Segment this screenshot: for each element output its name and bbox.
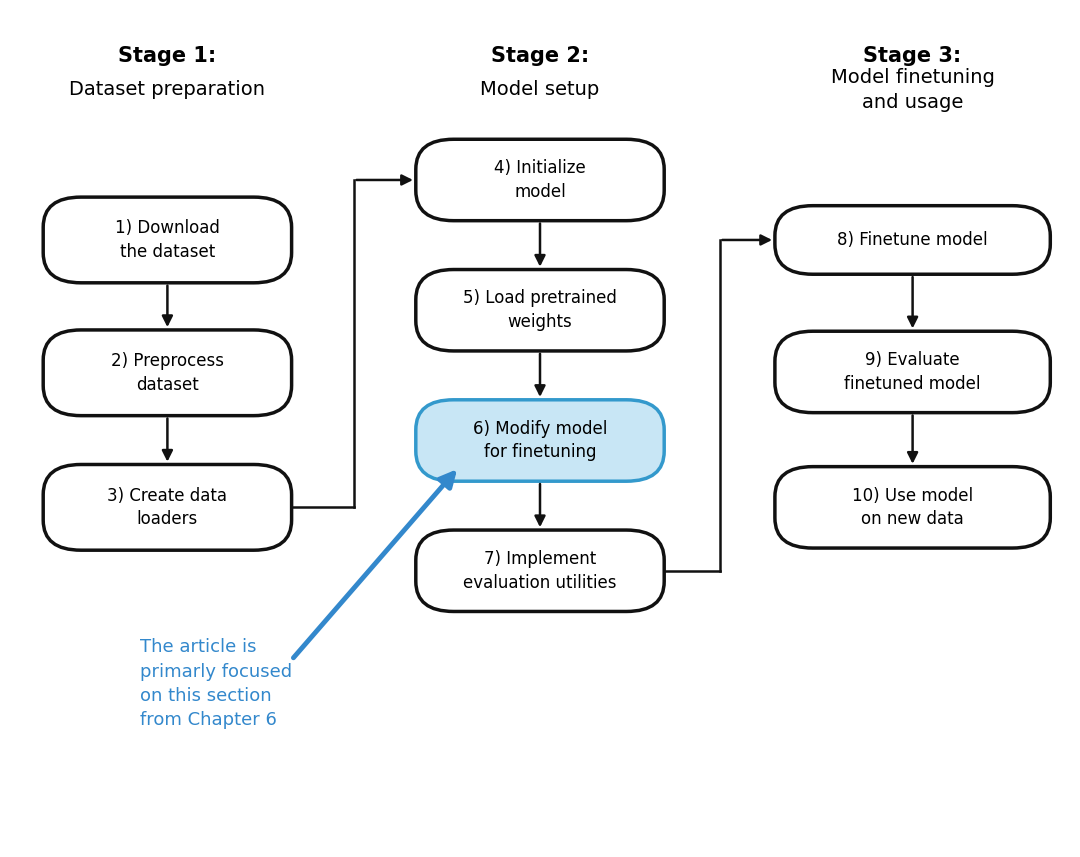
Text: Stage 1:: Stage 1:	[119, 45, 216, 66]
FancyBboxPatch shape	[775, 466, 1050, 548]
FancyBboxPatch shape	[775, 206, 1050, 274]
FancyBboxPatch shape	[416, 399, 664, 482]
Text: 9) Evaluate
finetuned model: 9) Evaluate finetuned model	[845, 351, 981, 393]
FancyBboxPatch shape	[43, 464, 292, 550]
FancyBboxPatch shape	[43, 197, 292, 283]
Text: 5) Load pretrained
weights: 5) Load pretrained weights	[463, 290, 617, 331]
FancyBboxPatch shape	[416, 530, 664, 612]
Text: Model setup: Model setup	[481, 81, 599, 99]
Text: 10) Use model
on new data: 10) Use model on new data	[852, 487, 973, 528]
Text: Stage 3:: Stage 3:	[864, 45, 961, 66]
Text: 1) Download
the dataset: 1) Download the dataset	[114, 219, 220, 261]
Text: The article is
primarly focused
on this section
from Chapter 6: The article is primarly focused on this …	[140, 638, 293, 729]
FancyBboxPatch shape	[775, 332, 1050, 413]
FancyBboxPatch shape	[43, 330, 292, 416]
FancyBboxPatch shape	[416, 139, 664, 221]
Text: Model finetuning
and usage: Model finetuning and usage	[831, 69, 995, 111]
Text: 7) Implement
evaluation utilities: 7) Implement evaluation utilities	[463, 550, 617, 591]
Text: 2) Preprocess
dataset: 2) Preprocess dataset	[111, 352, 224, 393]
Text: 4) Initialize
model: 4) Initialize model	[495, 159, 585, 201]
FancyBboxPatch shape	[416, 270, 664, 351]
Text: 8) Finetune model: 8) Finetune model	[837, 231, 988, 249]
Text: Dataset preparation: Dataset preparation	[69, 81, 266, 99]
Text: Stage 2:: Stage 2:	[491, 45, 589, 66]
Text: 6) Modify model
for finetuning: 6) Modify model for finetuning	[473, 420, 607, 461]
Text: 3) Create data
loaders: 3) Create data loaders	[107, 487, 228, 528]
